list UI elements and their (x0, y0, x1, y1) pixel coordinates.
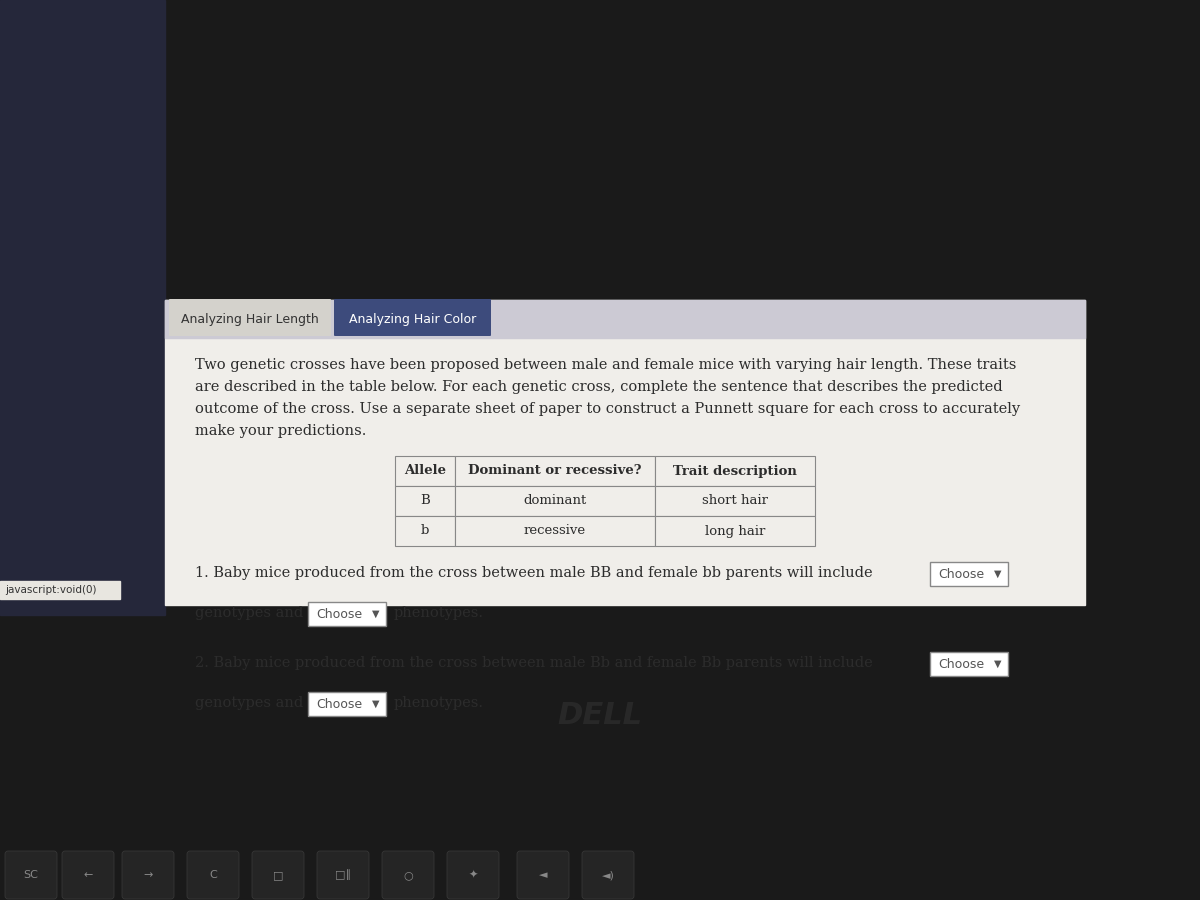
FancyBboxPatch shape (252, 851, 304, 899)
Bar (655, 516, 815, 546)
FancyBboxPatch shape (334, 299, 491, 336)
Text: Choose: Choose (938, 568, 984, 580)
Text: Analyzing Hair Length: Analyzing Hair Length (181, 312, 319, 326)
Text: □: □ (272, 870, 283, 880)
Text: ○: ○ (403, 870, 413, 880)
Text: outcome of the cross. Use a separate sheet of paper to construct a Punnett squar: outcome of the cross. Use a separate she… (194, 402, 1020, 416)
Text: ▼: ▼ (995, 569, 1002, 579)
Bar (166, 300, 1085, 338)
Text: C: C (209, 870, 217, 880)
Text: ◄): ◄) (601, 870, 614, 880)
Text: SC: SC (24, 870, 38, 880)
Text: long hair: long hair (704, 525, 766, 537)
Text: recessive: recessive (524, 525, 586, 537)
Text: Two genetic crosses have been proposed between male and female mice with varying: Two genetic crosses have been proposed b… (194, 358, 1016, 372)
Text: B: B (420, 494, 430, 508)
Text: ▼: ▼ (995, 659, 1002, 669)
Text: Choose: Choose (316, 608, 362, 620)
Text: ▼: ▼ (372, 609, 379, 619)
Bar (395, 486, 455, 516)
Text: ✦: ✦ (468, 870, 478, 880)
Text: ▼: ▼ (372, 699, 379, 709)
FancyBboxPatch shape (446, 851, 499, 899)
Text: dominant: dominant (523, 494, 587, 508)
Text: Trait description: Trait description (673, 464, 797, 478)
FancyBboxPatch shape (317, 851, 370, 899)
FancyBboxPatch shape (582, 851, 634, 899)
Text: Choose: Choose (316, 698, 362, 710)
Text: short hair: short hair (702, 494, 768, 508)
Bar (655, 456, 815, 486)
FancyBboxPatch shape (187, 851, 239, 899)
Text: □∥: □∥ (335, 869, 352, 880)
Text: phenotypes.: phenotypes. (394, 606, 484, 620)
FancyBboxPatch shape (517, 851, 569, 899)
FancyBboxPatch shape (382, 851, 434, 899)
Text: ←: ← (83, 870, 92, 880)
Text: Dominant or recessive?: Dominant or recessive? (468, 464, 642, 478)
Text: genotypes and: genotypes and (194, 606, 304, 620)
Text: Allele: Allele (404, 464, 446, 478)
Text: ◄: ◄ (539, 870, 547, 880)
Text: 1. Baby mice produced from the cross between male BB and female bb parents will : 1. Baby mice produced from the cross bet… (194, 566, 872, 580)
Bar (166, 300, 1085, 605)
Text: phenotypes.: phenotypes. (394, 696, 484, 710)
Bar (455, 486, 655, 516)
Text: genotypes and: genotypes and (194, 696, 304, 710)
FancyBboxPatch shape (5, 851, 58, 899)
Bar (455, 516, 655, 546)
Text: are described in the table below. For each genetic cross, complete the sentence : are described in the table below. For ea… (194, 380, 1003, 394)
Text: Analyzing Hair Color: Analyzing Hair Color (349, 312, 476, 326)
FancyBboxPatch shape (62, 851, 114, 899)
Bar (308, 692, 386, 716)
Bar (655, 486, 815, 516)
Bar (0, 581, 120, 599)
Text: Choose: Choose (938, 658, 984, 670)
Bar (308, 602, 386, 626)
Bar (0, 0, 166, 615)
Bar (930, 652, 1008, 676)
FancyBboxPatch shape (169, 299, 331, 336)
Text: →: → (143, 870, 152, 880)
Bar (395, 516, 455, 546)
Text: javascript:void(0): javascript:void(0) (5, 585, 96, 595)
Bar (395, 456, 455, 486)
FancyBboxPatch shape (122, 851, 174, 899)
Text: 2. Baby mice produced from the cross between male Bb and female Bb parents will : 2. Baby mice produced from the cross bet… (194, 656, 872, 670)
Bar (930, 562, 1008, 586)
Text: b: b (421, 525, 430, 537)
Bar (455, 456, 655, 486)
Text: DELL: DELL (558, 700, 642, 730)
Text: make your predictions.: make your predictions. (194, 424, 366, 438)
